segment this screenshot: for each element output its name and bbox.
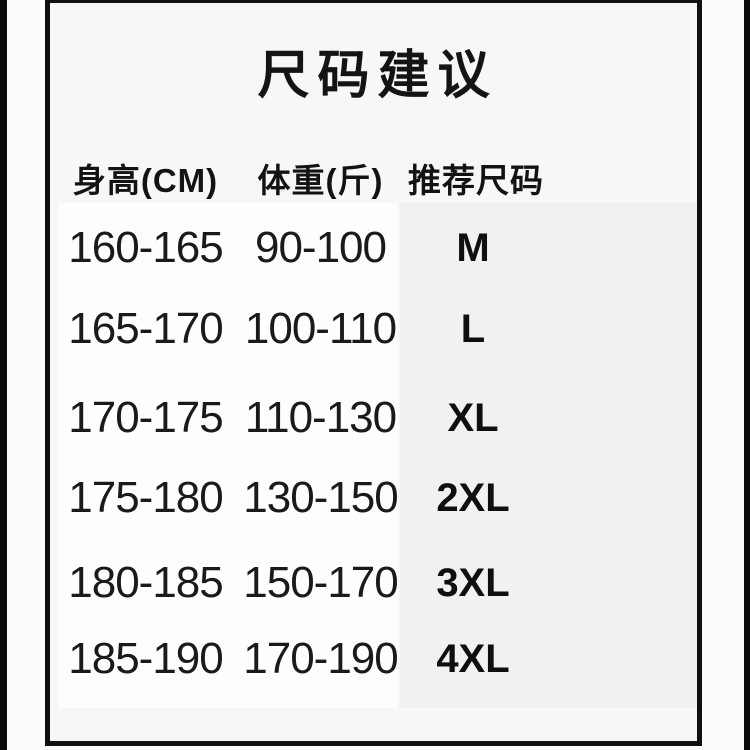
weight-cell: 110-130	[244, 393, 397, 442]
height-cell: 185-190	[68, 634, 223, 683]
weight-cell: 150-170	[243, 558, 398, 607]
table-header-row: 身高(CM) 体重(斤) 推荐尺码	[58, 153, 544, 203]
photo-right-edge-strip	[744, 0, 750, 750]
header-cell-1: 体重(斤)	[257, 162, 384, 199]
page-title: 尺码建议	[257, 47, 498, 105]
weight-cell: 90-100	[254, 223, 387, 272]
height-cell: 175-180	[68, 473, 223, 522]
size-cell: L	[460, 306, 486, 351]
table-row: 175-180 130-150 2XL	[58, 473, 538, 523]
table-row: 185-190 170-190 4XL	[58, 634, 538, 684]
table-row: 165-170 100-110 L	[58, 304, 538, 354]
size-cell: XL	[447, 395, 499, 440]
size-cell: 3XL	[436, 560, 510, 605]
photo-left-edge-strip	[0, 0, 7, 750]
table-row: 160-165 90-100 M	[58, 223, 538, 273]
header-cell-2: 推荐尺码	[408, 162, 544, 199]
height-cell: 180-185	[68, 558, 223, 607]
weight-cell: 100-110	[244, 304, 397, 353]
size-cell: 2XL	[436, 475, 510, 520]
weight-cell: 130-150	[243, 473, 398, 522]
size-chart-frame: 尺码建议 身高(CM) 体重(斤) 推荐尺码 160-165 90-100 M 165-1…	[45, 0, 702, 746]
height-cell: 165-170	[68, 304, 223, 353]
weight-cell: 170-190	[243, 634, 398, 683]
header-cell-0: 身高(CM)	[72, 162, 219, 199]
table-row: 180-185 150-170 3XL	[58, 558, 538, 608]
table-row: 170-175 110-130 XL	[58, 393, 538, 443]
size-column-shade	[400, 203, 697, 708]
table-background-highlight	[58, 203, 398, 708]
height-cell: 160-165	[68, 223, 223, 272]
height-cell: 170-175	[68, 393, 223, 442]
size-cell: 4XL	[436, 636, 510, 681]
size-cell: M	[456, 225, 490, 270]
